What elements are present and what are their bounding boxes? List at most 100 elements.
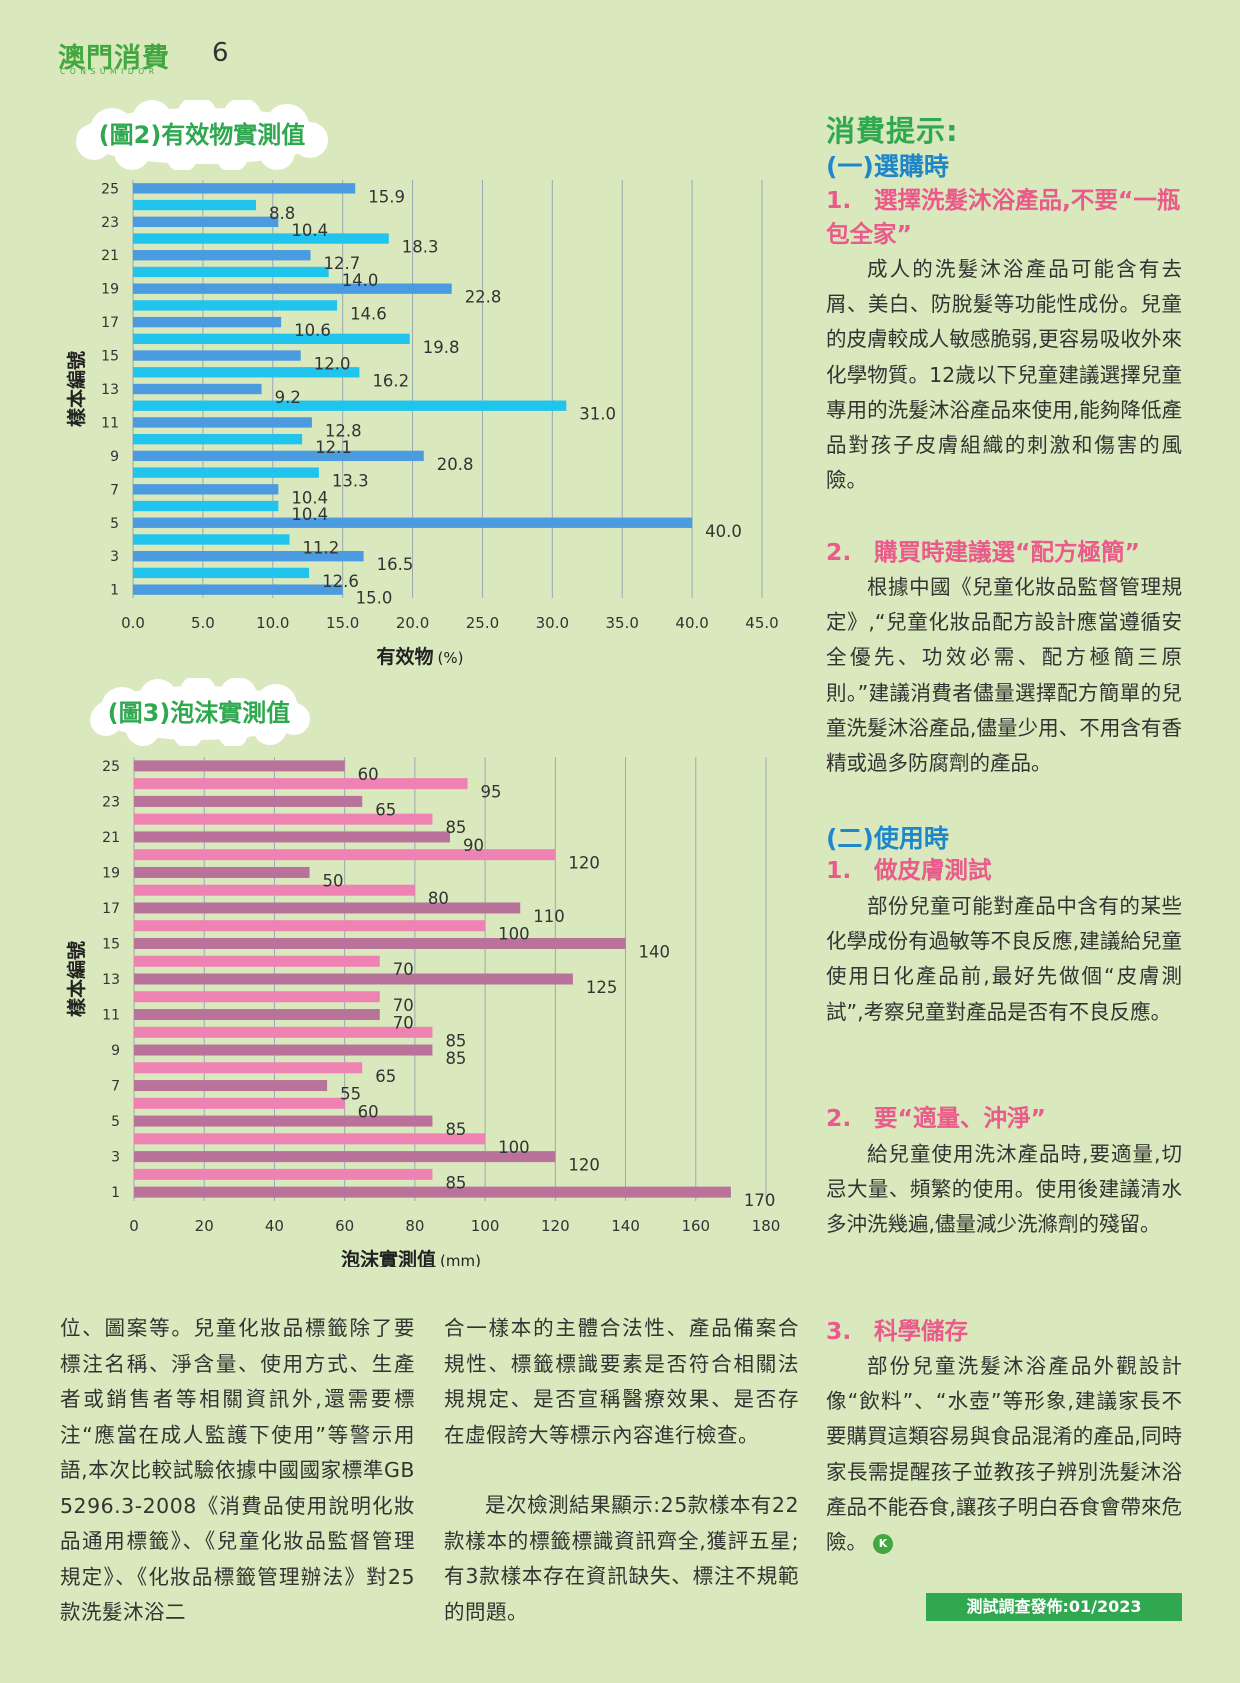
bar-value-label: 70 — [393, 996, 414, 1015]
bar — [134, 1062, 363, 1074]
bar — [133, 433, 303, 445]
y-axis-label: 樣本編號 — [65, 351, 88, 427]
masthead: 澳門消費 CONSUMIDOR — [58, 36, 170, 76]
tip-heading: 2. 要“適量、沖淨” — [826, 1101, 1186, 1135]
bar — [134, 1151, 556, 1163]
y-tick-label: 1 — [111, 1185, 120, 1201]
bar-value-label: 60 — [358, 1102, 379, 1121]
x-tick-label: 20 — [195, 1217, 214, 1235]
tip-heading: 1. 做皮膚測試 — [826, 853, 1186, 887]
chart3-svg: 0 20 40 60 80 100 120 140 160 1801708512010085605… — [65, 757, 780, 1267]
bar-value-label: 95 — [481, 783, 502, 802]
bar-value-label: 10.4 — [291, 488, 328, 507]
tip-body: 部份兒童洗髮沐浴產品外觀設計像“飲料”、“水壺”等形象,建議家長不要購買這類容易… — [826, 1349, 1182, 1560]
y-tick-label: 25 — [101, 181, 119, 197]
article-column-2b: 是次檢測結果顯示:25款樣本有22款樣本的標籤標識資訊齊全,獲評五星;有3款樣本… — [444, 1493, 799, 1624]
tip-number: 2. — [826, 1104, 852, 1132]
y-tick-label: 21 — [101, 248, 119, 264]
bar — [133, 283, 452, 294]
y-tick-label: 25 — [102, 759, 120, 775]
bar — [133, 367, 360, 378]
y-tick-label: 15 — [102, 936, 120, 952]
bar-value-label: 80 — [428, 889, 449, 908]
bar — [134, 902, 521, 914]
y-tick-label: 19 — [102, 865, 120, 881]
chart-active-ingredient: 0.0 5.0 10.0 15.0 20.0 25.0 30.0 35.0 40.0 45.0 15… — [60, 178, 800, 668]
bar — [133, 216, 279, 227]
bar-value-label: 14.6 — [350, 304, 387, 323]
chart-foam: 0 20 40 60 80 100 120 140 160 180 170 85 120 100 85 60 5… — [60, 757, 800, 1267]
bar — [134, 884, 415, 896]
bar-value-label: 170 — [744, 1191, 776, 1210]
y-tick-label: 17 — [102, 901, 120, 917]
bar-value-label: 120 — [568, 1156, 600, 1175]
bar — [134, 991, 380, 1003]
bar-value-label: 60 — [358, 765, 379, 784]
bar-value-label: 100 — [498, 925, 529, 944]
y-tick-label: 19 — [101, 282, 119, 298]
x-tick-label: 30.0 — [536, 614, 569, 632]
bar-value-label: 14.0 — [342, 271, 379, 290]
bar-value-label: 90 — [463, 836, 484, 855]
bar-value-label: 140 — [639, 942, 671, 961]
tip-body: 成人的洗髮沐浴產品可能含有去屑、美白、防脫髮等功能性成份。兒童的皮膚較成人敏感脆… — [826, 257, 1182, 493]
bar-value-label: 10.6 — [294, 321, 331, 340]
bar-value-label: 15.9 — [368, 187, 405, 206]
bar-value-label: 9.2 — [275, 388, 301, 407]
x-axis-label: 有效物 — [376, 645, 433, 668]
tip-body: 給兒童使用洗沐產品時,要適量,切忌大量、頻繁的使用。使用後建議清水多沖洗幾遍,儘… — [826, 1142, 1182, 1237]
tip-heading: 2. 購買時建議選“配方極簡” — [826, 535, 1186, 569]
bar — [134, 760, 345, 772]
bar — [134, 1097, 345, 1109]
end-mark-icon: K — [873, 1534, 893, 1555]
cloud-shape — [76, 100, 328, 170]
section-heading-using: (二)使用時 — [826, 824, 949, 853]
bar-value-label: 12.8 — [325, 421, 362, 440]
bar — [133, 417, 312, 428]
tip-heading-text: 要“適量、沖淨” — [874, 1104, 1046, 1132]
bar — [133, 551, 364, 562]
bar-value-label: 16.2 — [372, 371, 409, 390]
article-column-1: 位、圖案等。兒童化妝品標籤除了要標注名稱、淨含量、使用方式、生產者或銷售者等相關… — [60, 1316, 415, 1624]
bar-value-label: 10.4 — [291, 221, 328, 240]
bar-value-label: 120 — [568, 854, 600, 873]
y-tick-label: 23 — [102, 794, 120, 810]
bar-value-label: 16.5 — [377, 555, 414, 574]
x-tick-label: 100 — [471, 1217, 500, 1235]
bar-value-label: 40.0 — [705, 522, 742, 541]
x-tick-label: 15.0 — [326, 614, 359, 632]
tips-title: 消費提示: — [826, 114, 959, 148]
bar-value-label: 110 — [533, 907, 565, 926]
bar — [134, 1044, 433, 1056]
y-tick-label: 15 — [101, 349, 119, 365]
y-tick-label: 1 — [110, 583, 119, 599]
tip-body-text: 部份兒童洗髮沐浴產品外觀設計像“飲料”、“水壺”等形象,建議家長不要購買這類容易… — [826, 1354, 1182, 1555]
bar — [134, 813, 433, 825]
bar-value-label: 10.4 — [291, 505, 328, 524]
bar — [134, 1168, 433, 1180]
chart2-title: (圖2)有效物實測值 — [98, 121, 306, 149]
bar — [134, 831, 450, 843]
bar-value-label: 20.8 — [437, 455, 474, 474]
bar — [134, 778, 468, 790]
y-tick-label: 7 — [110, 482, 119, 498]
bar-value-label: 8.8 — [269, 204, 295, 223]
tip-heading-text: 做皮膚測試 — [874, 856, 992, 884]
tip-body: 部份兒童可能對產品中含有的某些化學成份有過敏等不良反應,建議給兒童使用日化產品前… — [826, 894, 1182, 1024]
bar — [133, 467, 319, 478]
x-tick-label: 60 — [335, 1217, 354, 1235]
x-axis-label: 泡沫實測值 — [341, 1248, 436, 1267]
tip-heading: 1. 選擇洗髮沐浴產品,不要“一瓶包全家” — [826, 183, 1186, 251]
x-tick-label: 40.0 — [675, 614, 708, 632]
article-column-2a: 合一樣本的主體合法性、產品備案合規性、標籤標識要素是否符合相關法規規定、是否宣稱… — [444, 1316, 799, 1447]
tip-number: 2. — [826, 538, 852, 566]
y-tick-label: 17 — [101, 315, 119, 331]
y-tick-label: 13 — [101, 382, 119, 398]
y-tick-label: 5 — [111, 1114, 120, 1130]
y-tick-label: 11 — [102, 1008, 120, 1024]
y-tick-label: 21 — [102, 830, 120, 846]
y-tick-label: 3 — [110, 549, 119, 565]
bar — [134, 955, 380, 967]
bar — [133, 233, 389, 244]
logo: 澳門消費 — [58, 43, 170, 74]
